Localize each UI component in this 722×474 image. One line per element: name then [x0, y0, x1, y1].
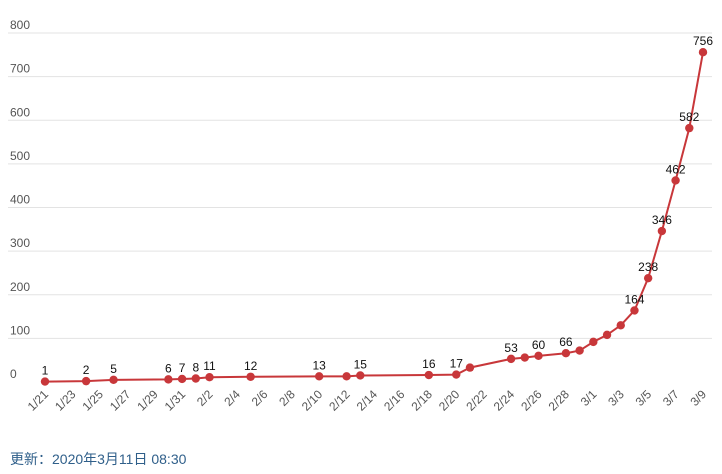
x-tick-label: 2/8 — [276, 387, 298, 409]
data-point — [452, 370, 461, 379]
data-label: 15 — [354, 357, 368, 371]
data-label: 13 — [312, 358, 326, 372]
y-tick-label: 400 — [10, 193, 30, 207]
data-point — [164, 375, 173, 384]
data-point — [602, 330, 612, 340]
y-tick-label: 0 — [10, 367, 17, 381]
x-tick-label: 1/27 — [107, 387, 134, 414]
data-label: 16 — [422, 357, 436, 371]
data-point — [575, 346, 584, 355]
gridlines — [8, 32, 712, 339]
x-tick-label: 1/25 — [80, 387, 107, 414]
x-tick-label: 1/23 — [52, 387, 79, 414]
x-tick-label: 2/10 — [299, 387, 326, 414]
data-label: 12 — [244, 359, 258, 373]
data-point — [561, 349, 571, 358]
data-point — [81, 376, 91, 386]
x-tick-label: 3/3 — [605, 387, 627, 409]
data-point — [177, 374, 187, 384]
y-tick-label: 500 — [10, 149, 30, 163]
series — [40, 47, 708, 386]
y-tick-label: 800 — [10, 18, 30, 32]
data-label: 11 — [203, 359, 216, 373]
x-tick-label: 1/31 — [162, 387, 189, 414]
data-point — [671, 176, 680, 185]
data-label: 164 — [624, 292, 644, 306]
series-line — [44, 52, 704, 383]
y-tick-label: 200 — [10, 280, 30, 294]
data-label: 66 — [559, 335, 573, 349]
data-point — [630, 306, 639, 315]
x-tick-label: 3/9 — [687, 387, 709, 409]
data-label: 53 — [504, 341, 518, 355]
data-label: 756 — [693, 34, 713, 48]
data-point — [342, 372, 351, 381]
data-point — [109, 375, 118, 385]
y-tick-label: 700 — [10, 62, 30, 76]
x-tick-label: 2/28 — [546, 387, 573, 414]
x-tick-label: 2/24 — [491, 387, 518, 414]
data-point — [643, 273, 653, 283]
x-tick-label: 1/29 — [134, 387, 161, 414]
data-point — [314, 372, 324, 381]
data-point — [246, 372, 255, 381]
x-tick-label: 1/21 — [25, 387, 52, 414]
data-label: 2 — [83, 363, 90, 377]
data-point — [520, 353, 529, 362]
data-label: 582 — [679, 110, 699, 124]
y-axis-ticks: 0 100 200 300 400 500 600 700 800 — [10, 18, 30, 381]
data-label: 7 — [179, 361, 186, 375]
update-timestamp: 更新：2020年3月11日 08:30 — [10, 451, 187, 467]
data-point — [205, 373, 214, 382]
data-point — [40, 377, 50, 386]
data-label: 238 — [638, 260, 658, 274]
x-tick-label: 2/26 — [518, 387, 545, 414]
x-tick-label: 2/6 — [249, 387, 271, 409]
x-axis-ticks: 1/21 1/23 1/25 1/27 1/29 1/31 2/2 2/4 2/6 2/8 2/10… — [25, 387, 710, 414]
x-tick-label: 3/7 — [660, 387, 682, 409]
x-tick-label: 2/14 — [354, 387, 381, 414]
data-point — [356, 371, 365, 380]
data-point — [616, 321, 625, 330]
data-point — [589, 337, 598, 347]
x-tick-label: 3/1 — [578, 387, 600, 409]
y-tick-label: 100 — [10, 323, 30, 337]
data-label: 346 — [652, 213, 672, 227]
data-point — [424, 370, 434, 380]
data-label: 462 — [666, 162, 686, 176]
x-tick-label: 3/5 — [633, 387, 655, 409]
x-tick-label: 2/2 — [194, 387, 216, 409]
data-point — [534, 351, 543, 361]
data-point — [465, 363, 475, 372]
y-tick-label: 600 — [10, 105, 30, 119]
data-point — [506, 354, 516, 364]
data-point — [191, 374, 200, 383]
data-point — [685, 123, 694, 133]
data-label: 5 — [110, 362, 117, 376]
x-tick-label: 2/16 — [381, 387, 408, 414]
x-tick-label: 2/12 — [326, 387, 353, 414]
data-label: 17 — [450, 357, 464, 371]
data-label: 8 — [192, 361, 199, 375]
x-tick-label: 2/18 — [409, 387, 436, 414]
data-label: 60 — [532, 338, 546, 352]
x-tick-label: 2/4 — [221, 387, 243, 409]
x-tick-label: 2/22 — [463, 387, 490, 414]
data-point — [698, 47, 708, 57]
data-label: 6 — [165, 361, 172, 375]
data-label: 1 — [42, 364, 49, 378]
x-tick-label: 2/20 — [436, 387, 463, 414]
y-tick-label: 300 — [10, 236, 30, 250]
data-point — [657, 226, 667, 236]
